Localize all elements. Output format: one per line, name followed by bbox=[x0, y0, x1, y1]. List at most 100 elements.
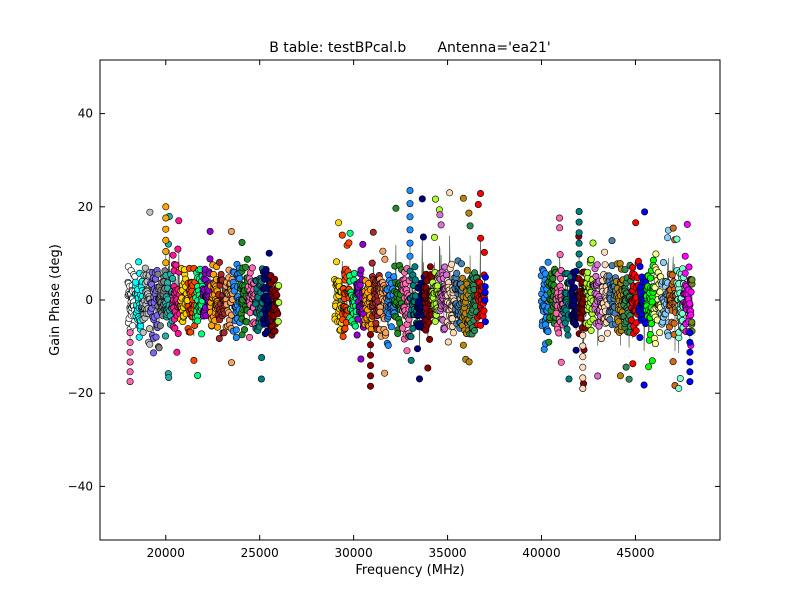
chart-title: B table: testBPcal.b Antenna='ea21' bbox=[269, 40, 551, 56]
data-point bbox=[646, 274, 654, 282]
data-point bbox=[675, 384, 683, 392]
data-point bbox=[341, 324, 349, 332]
data-point bbox=[394, 329, 402, 337]
data-point bbox=[681, 252, 689, 260]
data-point bbox=[545, 338, 553, 346]
data-point bbox=[150, 349, 158, 357]
data-point bbox=[381, 255, 389, 263]
data-point bbox=[381, 369, 389, 377]
data-point bbox=[648, 357, 656, 365]
data-point bbox=[357, 266, 365, 274]
data-point bbox=[555, 214, 563, 222]
data-point bbox=[169, 274, 177, 282]
data-point bbox=[616, 372, 624, 380]
data-point bbox=[174, 245, 182, 253]
data-point bbox=[152, 333, 160, 341]
data-point bbox=[415, 375, 423, 383]
data-point bbox=[126, 378, 134, 386]
data-point bbox=[228, 359, 236, 367]
data-point bbox=[481, 296, 489, 304]
data-point bbox=[632, 327, 640, 335]
data-point bbox=[217, 270, 225, 278]
data-point bbox=[146, 208, 154, 216]
data-point bbox=[645, 363, 653, 371]
data-point bbox=[636, 262, 644, 270]
data-point bbox=[406, 200, 414, 208]
data-point bbox=[431, 317, 439, 325]
data-point bbox=[171, 324, 179, 332]
data-point bbox=[563, 325, 571, 333]
data-point bbox=[190, 356, 198, 364]
data-point bbox=[622, 363, 630, 371]
data-point bbox=[686, 338, 694, 346]
data-point bbox=[587, 255, 595, 263]
data-point bbox=[366, 330, 374, 338]
x-tick-label: 25000 bbox=[241, 546, 279, 560]
data-point bbox=[457, 260, 465, 268]
data-point bbox=[406, 213, 414, 221]
data-point bbox=[673, 235, 681, 243]
data-point bbox=[642, 320, 650, 328]
data-point bbox=[366, 341, 374, 349]
data-point bbox=[556, 274, 564, 282]
data-point bbox=[210, 270, 218, 278]
data-point bbox=[686, 358, 694, 366]
data-point bbox=[685, 263, 693, 271]
data-point bbox=[407, 333, 415, 341]
data-point bbox=[621, 266, 629, 274]
data-point bbox=[640, 381, 648, 389]
data-point bbox=[194, 371, 202, 379]
data-point bbox=[463, 266, 471, 274]
data-point bbox=[575, 239, 583, 247]
data-point bbox=[238, 239, 246, 247]
data-point bbox=[271, 275, 279, 283]
data-point bbox=[651, 340, 659, 348]
data-point bbox=[399, 324, 407, 332]
data-point bbox=[544, 328, 552, 336]
data-point bbox=[686, 348, 694, 356]
x-tick-label: 30000 bbox=[335, 546, 373, 560]
data-point bbox=[382, 329, 390, 337]
data-point bbox=[442, 271, 450, 279]
data-point bbox=[687, 288, 695, 296]
data-point bbox=[248, 264, 256, 272]
data-point bbox=[608, 237, 616, 245]
data-point bbox=[601, 261, 609, 269]
data-point bbox=[681, 269, 689, 277]
data-point bbox=[552, 309, 560, 317]
data-point bbox=[339, 332, 347, 340]
data-point bbox=[172, 261, 180, 269]
data-point bbox=[139, 328, 147, 336]
data-point bbox=[605, 272, 613, 280]
data-point bbox=[206, 255, 214, 263]
data-point bbox=[274, 318, 282, 326]
data-point bbox=[186, 328, 194, 336]
data-point bbox=[431, 195, 439, 203]
data-point bbox=[396, 319, 404, 327]
data-point bbox=[465, 358, 473, 366]
y-tick-label: 20 bbox=[78, 200, 93, 214]
data-point bbox=[346, 229, 354, 237]
data-point bbox=[436, 211, 444, 219]
data-point bbox=[480, 248, 488, 256]
data-point bbox=[579, 384, 587, 392]
data-point bbox=[271, 327, 279, 335]
data-point bbox=[544, 258, 552, 266]
y-tick-label: 40 bbox=[78, 107, 93, 121]
data-point bbox=[601, 248, 609, 256]
data-point bbox=[403, 347, 411, 355]
data-point bbox=[688, 276, 696, 284]
data-point bbox=[162, 248, 170, 256]
data-point bbox=[471, 327, 479, 335]
data-point bbox=[625, 375, 633, 383]
data-point bbox=[154, 270, 162, 278]
data-point bbox=[194, 317, 202, 325]
data-point bbox=[202, 312, 210, 320]
x-tick-label: 40000 bbox=[522, 546, 560, 560]
data-point bbox=[274, 310, 282, 318]
data-point bbox=[453, 269, 461, 277]
data-point bbox=[686, 378, 694, 386]
data-point bbox=[477, 234, 485, 242]
y-tick-label: −20 bbox=[68, 386, 93, 400]
axis-ticks: 20000 25000 30000 35000 40000 45000 −40 −20 0 20 4… bbox=[68, 60, 720, 560]
